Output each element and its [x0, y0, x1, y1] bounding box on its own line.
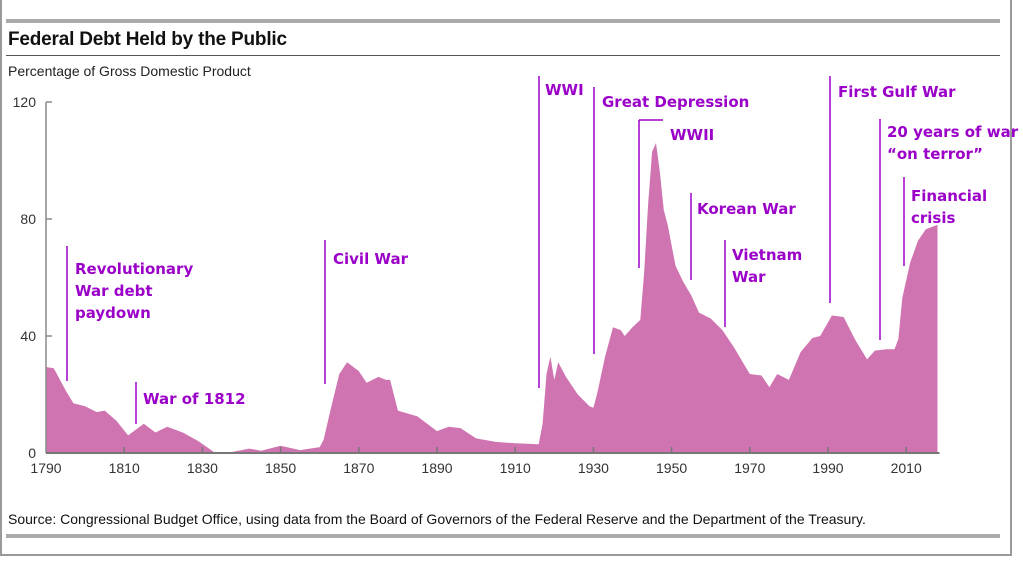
annotation-label: Civil War — [333, 250, 409, 268]
annotation-label: paydown — [75, 304, 151, 322]
annotation-vietnam: Vietnam War — [724, 240, 802, 327]
y-tick-label: 120 — [13, 94, 37, 110]
y-tick-label: 0 — [28, 445, 36, 461]
axis-layer: 0 40 80 120 1790 1810 1830 1850 1870 1890 1910 1930… — [13, 94, 940, 476]
annotation-label: 20 years of war — [887, 123, 1019, 141]
x-tick-label: 1850 — [265, 460, 296, 476]
annotation-label: Vietnam — [732, 246, 802, 264]
chart-frame — [0, 0, 1012, 556]
annotation-label: War of 1812 — [143, 390, 246, 408]
annotation-label: Great Depression — [602, 93, 749, 111]
annotation-label: crisis — [911, 209, 956, 227]
top-rule — [6, 19, 1000, 23]
bottom-rule — [6, 534, 1000, 538]
y-tick-label: 80 — [20, 211, 36, 227]
annotation-wwi: WWI — [538, 76, 584, 388]
annotation-label: War debt — [75, 282, 153, 300]
x-tick-label: 1950 — [656, 460, 687, 476]
x-tick-label: 1990 — [812, 460, 843, 476]
annotation-label: Financial — [911, 187, 987, 205]
x-tick-label: 1870 — [343, 460, 374, 476]
annotation-revolutionary: Revolutionary War debt paydown — [66, 246, 193, 381]
annotation-wwii: WWII — [638, 119, 714, 268]
annotation-label: WWI — [545, 81, 584, 99]
x-tick-label: 1790 — [30, 460, 61, 476]
source-note: Source: Congressional Budget Office, usi… — [8, 511, 866, 527]
annotation-financial: Financial crisis — [903, 177, 987, 266]
annotation-label: Korean War — [697, 200, 796, 218]
x-tick-label: 2010 — [891, 460, 922, 476]
annotation-label: “on terror” — [887, 145, 983, 163]
annotation-korean-war: Korean War — [690, 193, 796, 280]
annotation-layer: Revolutionary War debt paydown War of 1812 C… — [66, 76, 1019, 424]
annotation-label: WWII — [670, 126, 714, 144]
x-tick-label: 1830 — [187, 460, 218, 476]
annotation-war-of-1812: War of 1812 — [135, 382, 246, 424]
annotation-label: First Gulf War — [838, 83, 956, 101]
annotation-civil-war: Civil War — [324, 240, 409, 384]
x-tick-label: 1910 — [500, 460, 531, 476]
x-tick-label: 1930 — [578, 460, 609, 476]
x-tick-label: 1970 — [734, 460, 765, 476]
annotation-label: War — [732, 268, 766, 286]
chart-title: Federal Debt Held by the Public — [8, 29, 287, 50]
y-tick-label: 40 — [20, 328, 36, 344]
annotation-great-depression: Great Depression — [593, 87, 749, 354]
area-layer — [46, 143, 938, 453]
debt-area-series — [46, 143, 938, 453]
annotation-20-years-of-war: 20 years of war “on terror” — [879, 119, 1019, 340]
x-tick-label: 1810 — [109, 460, 140, 476]
chart-subtitle: Percentage of Gross Domestic Product — [8, 63, 251, 79]
annotation-label: Revolutionary — [75, 260, 193, 278]
title-rule — [6, 55, 1000, 56]
x-tick-label: 1890 — [421, 460, 452, 476]
annotation-first-gulf-war: First Gulf War — [829, 76, 956, 303]
